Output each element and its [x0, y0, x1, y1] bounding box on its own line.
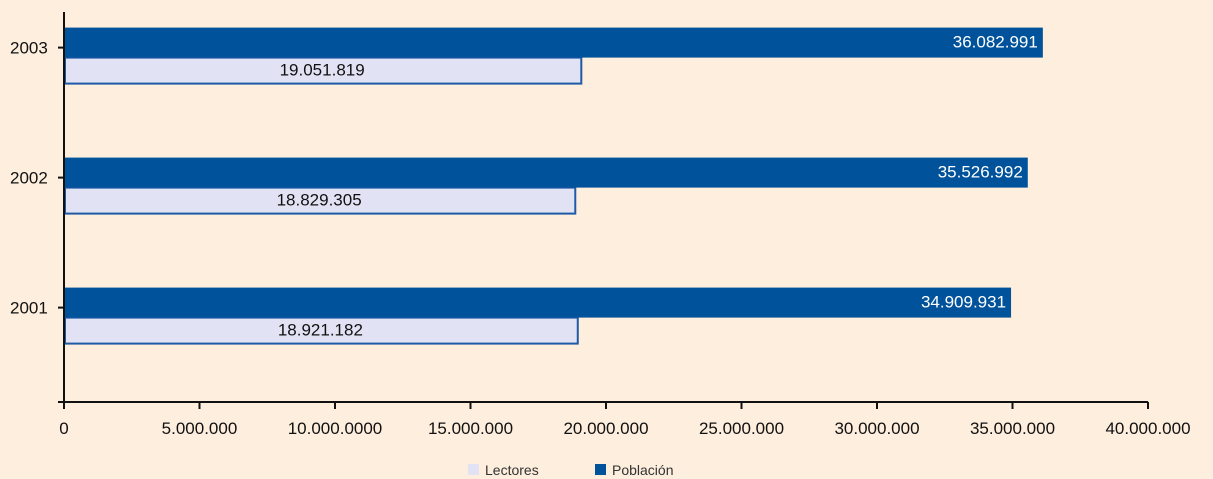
bar-lectores [64, 186, 577, 215]
legend-label: Población [612, 462, 674, 478]
value-labels-group: 34.909.931 18.921.182 35.526.992 18.829.305… [277, 33, 1038, 340]
legend-swatch [468, 464, 479, 475]
bar-poblacion [65, 287, 1012, 318]
x-tick-label: 0 [59, 419, 68, 438]
category-label: 2002 [10, 169, 48, 188]
bar-poblacion [65, 157, 1028, 188]
legend: Lectores Población [468, 462, 674, 478]
bar-poblacion [65, 27, 1043, 58]
x-tick-label: 30.000.000 [834, 419, 919, 438]
value-label-lectores: 18.829.305 [277, 191, 362, 210]
value-label-poblacion: 36.082.991 [953, 33, 1038, 52]
value-label-lectores: 18.921.182 [278, 321, 363, 340]
x-tick-label: 40.000.000 [1105, 419, 1190, 438]
x-tick-label: 20.000.000 [563, 419, 648, 438]
x-tick-label: 5.000.000 [162, 419, 238, 438]
x-tick-label: 25.000.000 [699, 419, 784, 438]
x-ticks-group: 0 5.000.000 10.000.0000 15.000.000 20.000.00… [59, 402, 1191, 438]
category-label: 2003 [10, 39, 48, 58]
value-label-poblacion: 34.909.931 [921, 293, 1006, 312]
category-label: 2001 [10, 299, 48, 318]
x-tick-label: 10.000.0000 [288, 419, 383, 438]
category-labels-group: 2001 2002 2003 [10, 39, 64, 318]
value-label-poblacion: 35.526.992 [938, 163, 1023, 182]
x-tick-label: 35.000.000 [970, 419, 1055, 438]
value-label-lectores: 19.051.819 [280, 61, 365, 80]
legend-swatch [595, 464, 606, 475]
bars-group [64, 27, 1043, 345]
axes-group [58, 12, 1148, 403]
legend-label: Lectores [485, 462, 539, 478]
x-tick-label: 15.000.000 [428, 419, 513, 438]
